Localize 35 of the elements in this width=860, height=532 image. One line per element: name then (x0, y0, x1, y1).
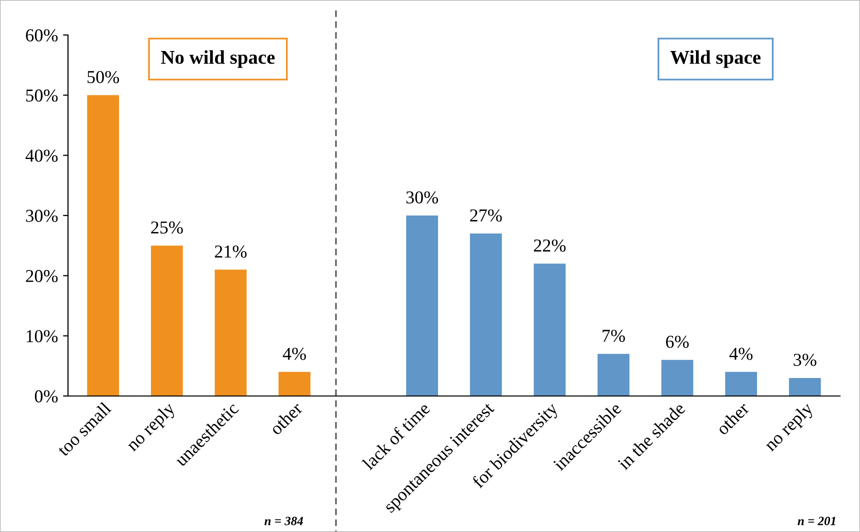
text: Wild space (670, 50, 761, 68)
x-tick-label: other (715, 400, 750, 436)
bar (470, 234, 502, 396)
text: 4% (282, 348, 306, 360)
bar (214, 270, 247, 396)
bar (534, 264, 566, 396)
text: 4% (729, 348, 753, 360)
text: 22% (534, 239, 566, 252)
x-tick-label: other (268, 400, 304, 436)
text: 27% (470, 209, 502, 222)
text: 25% (151, 221, 183, 234)
bar (598, 354, 630, 396)
text: 6% (666, 336, 689, 348)
y-tick-label: 0% (34, 390, 58, 402)
y-tick-label: 60% (26, 29, 58, 42)
bar (150, 246, 183, 396)
text: No wild space (161, 50, 275, 68)
y-tick-label: 10% (26, 330, 58, 342)
text: 30% (406, 191, 438, 204)
y-tick-label: 20% (26, 270, 58, 282)
text: 3% (794, 354, 816, 366)
bar (725, 372, 758, 396)
y-tick-label: 30% (26, 210, 58, 222)
bar (406, 216, 438, 396)
bar (278, 372, 310, 396)
text: n = 384 (264, 516, 303, 526)
bar (788, 378, 821, 396)
text: 50% (88, 70, 120, 84)
text: n = 201 (798, 516, 836, 526)
y-tick-label: 40% (26, 150, 58, 162)
bar (87, 95, 120, 396)
text: 7% (602, 330, 625, 342)
text: 21% (214, 245, 247, 258)
y-tick-label: 50% (26, 89, 58, 102)
bar (661, 360, 694, 396)
